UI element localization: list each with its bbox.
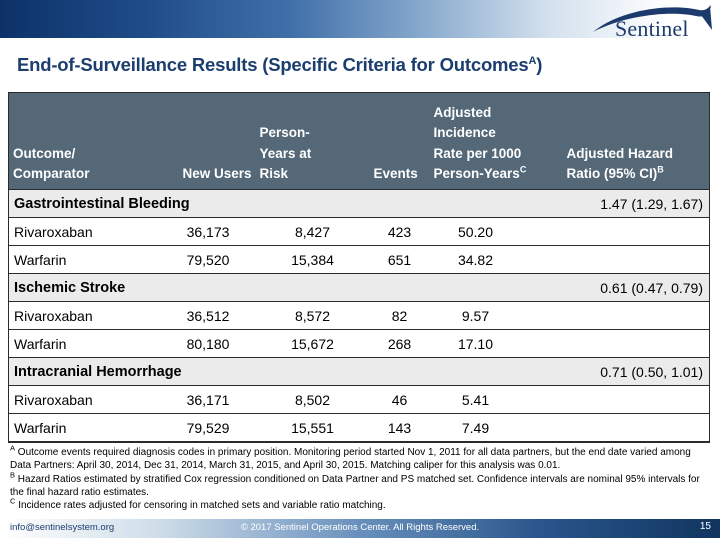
top-banner (0, 0, 720, 38)
footnote-a: A Outcome events required diagnosis code… (10, 443, 712, 473)
person-years-cell: 8,427 (255, 217, 370, 246)
events-cell: 268 (369, 329, 430, 358)
title-superscript: A (528, 54, 537, 67)
hazard-ratio-cell (562, 329, 710, 358)
section-row-ischemic-stroke: Ischemic Stroke 0.61 (0.47, 0.79) (8, 273, 710, 302)
person-years-cell: 8,572 (255, 301, 370, 330)
section-row-gastrointestinal-bleeding: Gastrointestinal Bleeding 1.47 (1.29, 1.… (8, 189, 710, 218)
logo-text: Sentinel (615, 16, 689, 41)
events-cell: 82 (369, 301, 430, 330)
new-users-cell: 36,171 (160, 385, 256, 414)
section-name: Gastrointestinal Bleeding (8, 189, 563, 218)
header-text: Person- Years at Risk (259, 125, 312, 181)
swoosh-icon (593, 5, 712, 32)
footnote-superscript: A (10, 443, 16, 453)
footnote-b: B Hazard Ratios estimated by stratified … (10, 470, 712, 500)
col-header-outcome-comparator: Outcome/ Comparator (8, 92, 161, 190)
header-text: Adjusted Hazard Ratio (95% CI) (566, 145, 674, 181)
col-header-events: Events (369, 92, 430, 190)
drug-name-cell: Rivaroxaban (8, 217, 161, 246)
footer-bar (0, 519, 720, 538)
incidence-rate-cell: 5.41 (429, 385, 563, 414)
hazard-ratio-cell (562, 413, 710, 442)
footnote-text: Incidence rates adjusted for censoring i… (15, 500, 386, 512)
table-row: Rivaroxaban 36,171 8,502 46 5.41 (8, 385, 710, 414)
col-header-person-years: Person- Years at Risk (255, 92, 370, 190)
new-users-cell: 79,520 (160, 245, 256, 274)
events-cell: 423 (369, 217, 430, 246)
footnote-text: Outcome events required diagnosis codes … (10, 447, 691, 472)
incidence-rate-cell: 17.10 (429, 329, 563, 358)
footnotes: A Outcome events required diagnosis code… (10, 443, 712, 512)
drug-name-cell: Warfarin (8, 413, 161, 442)
drug-name-cell: Rivaroxaban (8, 385, 161, 414)
drug-name-cell: Warfarin (8, 245, 161, 274)
section-row-intracranial-hemorrhage: Intracranial Hemorrhage 0.71 (0.50, 1.01… (8, 357, 710, 386)
hazard-ratio-cell (562, 217, 710, 246)
drug-name-cell: Warfarin (8, 329, 161, 358)
table-row: Warfarin 79,529 15,551 143 7.49 (8, 413, 710, 442)
incidence-rate-cell: 7.49 (429, 413, 563, 442)
events-cell: 46 (369, 385, 430, 414)
title-suffix: ) (536, 54, 543, 75)
section-name: Ischemic Stroke (8, 273, 563, 302)
section-name: Intracranial Hemorrhage (8, 357, 563, 386)
events-cell: 651 (369, 245, 430, 274)
new-users-cell: 36,173 (160, 217, 256, 246)
table-row: Warfarin 79,520 15,384 651 34.82 (8, 245, 710, 274)
person-years-cell: 15,384 (255, 245, 370, 274)
header-text: Outcome/ Comparator (13, 145, 90, 181)
title-text: End-of-Surveillance Results (Specific Cr… (17, 54, 529, 75)
events-cell: 143 (369, 413, 430, 442)
table-row: Rivaroxaban 36,173 8,427 423 50.20 (8, 217, 710, 246)
header-superscript: B (657, 164, 664, 175)
table-row: Rivaroxaban 36,512 8,572 82 9.57 (8, 301, 710, 330)
col-header-adjusted-incidence-rate: Adjusted Incidence Rate per 1000 Person-… (429, 92, 563, 190)
table-row: Warfarin 80,180 15,672 268 17.10 (8, 329, 710, 358)
new-users-cell: 79,529 (160, 413, 256, 442)
incidence-rate-cell: 9.57 (429, 301, 563, 330)
drug-name-cell: Rivaroxaban (8, 301, 161, 330)
page-title: End-of-Surveillance Results (Specific Cr… (17, 54, 542, 76)
footnote-c: C Incidence rates adjusted for censoring… (10, 496, 712, 512)
hazard-ratio-value: 1.47 (1.29, 1.67) (562, 189, 710, 218)
incidence-rate-cell: 50.20 (429, 217, 563, 246)
header-row: Outcome/ Comparator New Users Person- Ye… (8, 92, 710, 190)
header-text: New Users (182, 165, 252, 181)
page-number: 15 (699, 521, 711, 532)
hazard-ratio-cell (562, 301, 710, 330)
footnote-superscript: B (10, 470, 16, 480)
new-users-cell: 36,512 (160, 301, 256, 330)
person-years-cell: 15,551 (255, 413, 370, 442)
footer-copyright: © 2017 Sentinel Operations Center. All R… (240, 522, 480, 533)
person-years-cell: 8,502 (255, 385, 370, 414)
new-users-cell: 80,180 (160, 329, 256, 358)
sentinel-logo: Sentinel (589, 3, 715, 47)
hazard-ratio-cell (562, 385, 710, 414)
footer-email: info@sentinelsystem.org (10, 522, 115, 533)
hazard-ratio-cell (562, 245, 710, 274)
header-text: Events (373, 165, 418, 181)
incidence-rate-cell: 34.82 (429, 245, 563, 274)
footnote-text: Hazard Ratios estimated by stratified Co… (10, 473, 700, 498)
col-header-adjusted-hazard-ratio: Adjusted Hazard Ratio (95% CI)B (562, 92, 710, 190)
person-years-cell: 15,672 (255, 329, 370, 358)
footnote-superscript: C (10, 496, 16, 506)
hazard-ratio-value: 0.71 (0.50, 1.01) (562, 357, 710, 386)
hazard-ratio-value: 0.61 (0.47, 0.79) (562, 273, 710, 302)
results-table: Outcome/ Comparator New Users Person- Ye… (8, 92, 710, 443)
header-superscript: C (519, 164, 527, 175)
header-text: Adjusted Incidence Rate per 1000 Person-… (433, 105, 522, 181)
col-header-new-users: New Users (160, 92, 256, 190)
